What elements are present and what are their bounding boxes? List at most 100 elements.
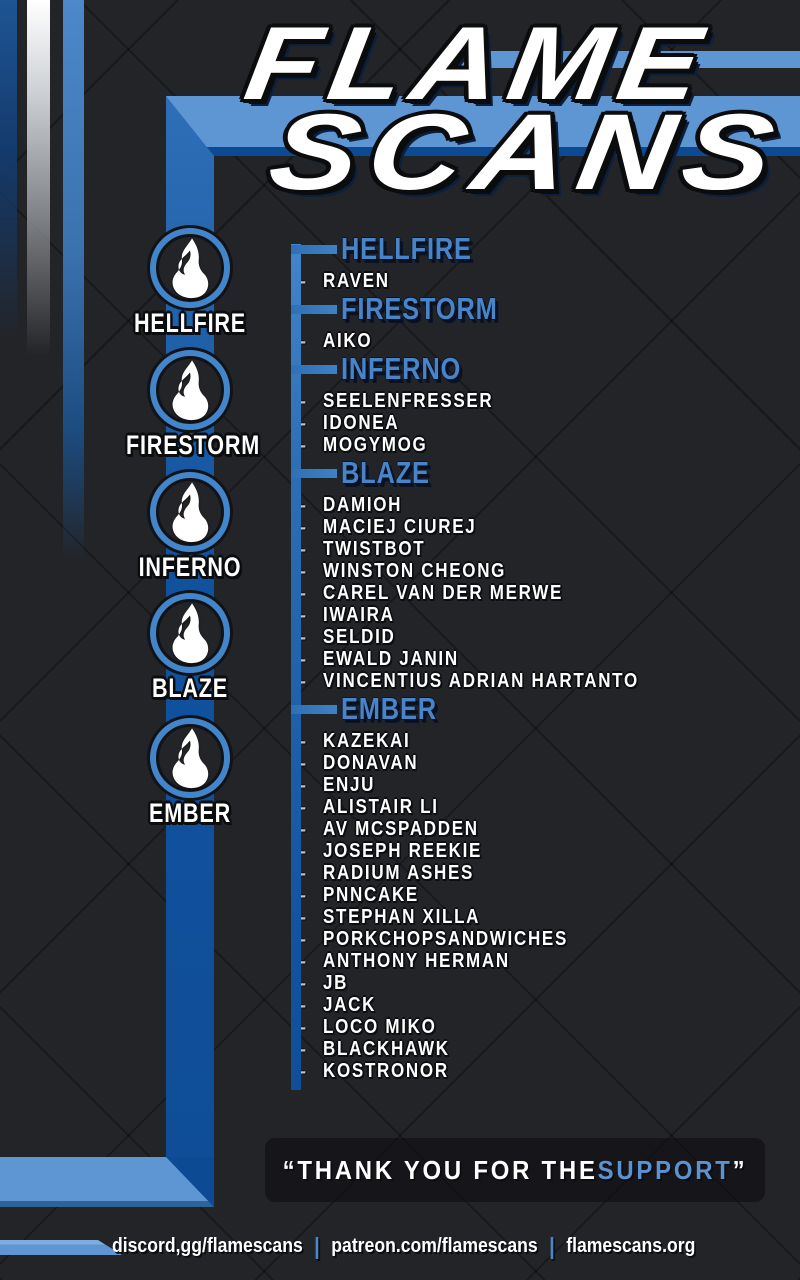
member-dash: - [300, 1038, 306, 1059]
thanks-panel [265, 1138, 765, 1202]
footer-link-1: patreon.com/flamescans [331, 1234, 538, 1257]
section-header-ember: EMBER [291, 692, 731, 730]
member-name: SELDID [323, 625, 396, 648]
member-row: - BLACKHAWK [291, 1038, 731, 1060]
member-name: WINSTON CHEONG [323, 559, 507, 582]
edge-stripe-white [27, 0, 50, 355]
member-row: - SEELENFRESSER [291, 390, 731, 412]
member-row: - IWAIRA [291, 604, 731, 626]
member-row: - MOGYMOG [291, 434, 731, 456]
member-dash: - [300, 994, 306, 1015]
section-header-hellfire: HELLFIRE [291, 232, 731, 270]
section-title: EMBER [341, 691, 437, 726]
member-name: ENJU [323, 773, 376, 796]
member-row: - PNNCAKE [291, 884, 731, 906]
footer-separator: | [314, 1232, 320, 1259]
member-name: JACK [323, 993, 377, 1016]
flame-icon [172, 728, 209, 789]
member-row: - IDONEA [291, 412, 731, 434]
member-dash: - [300, 730, 306, 751]
member-name: CAREL VAN DER MERWE [323, 581, 564, 604]
member-name: JB [323, 971, 349, 994]
member-row: - VINCENTIUS ADRIAN HARTANTO [291, 670, 731, 692]
flame-icon [172, 482, 209, 543]
member-name: KOSTRONOR [323, 1059, 449, 1082]
section-title: FIRESTORM [341, 291, 498, 326]
member-name: ANTHONY HERMAN [323, 949, 510, 972]
footer-links: discord,gg/flamescans | patreon.com/flames… [112, 1231, 695, 1261]
member-name: EWALD JANIN [323, 647, 459, 670]
member-name: AIKO [323, 329, 373, 352]
tier-circle [150, 718, 230, 798]
member-name: LOCO MIKO [323, 1015, 437, 1038]
tier-circle [150, 472, 230, 552]
tier-badge-firestorm: FIRESTORM [110, 350, 270, 459]
member-name: DONAVAN [323, 751, 419, 774]
member-dash: - [300, 560, 306, 581]
credits-roster: HELLFIRE - RAVEN FIRESTORM - AIKO INFERNO - SEEL… [291, 232, 731, 1090]
section-header-inferno: INFERNO [291, 352, 731, 390]
member-dash: - [300, 412, 306, 433]
member-name: TWISTBOT [323, 537, 426, 560]
tier-badge-inferno: INFERNO [110, 472, 270, 581]
member-dash: - [300, 752, 306, 773]
member-row: - JB [291, 972, 731, 994]
member-name: ALISTAIR LI [323, 795, 439, 818]
member-row: - STEPHAN XILLA [291, 906, 731, 928]
member-dash: - [300, 1060, 306, 1081]
member-name: BLACKHAWK [323, 1037, 450, 1060]
member-row: - LOCO MIKO [291, 1016, 731, 1038]
member-dash: - [300, 434, 306, 455]
section-title: HELLFIRE [341, 231, 472, 266]
member-row: - JOSEPH REEKIE [291, 840, 731, 862]
tier-label: HELLFIRE [134, 308, 246, 338]
member-row: - KAZEKAI [291, 730, 731, 752]
member-row: - ENJU [291, 774, 731, 796]
thanks-prefix: “THANK YOU FOR THE [282, 1154, 598, 1185]
member-row: - ANTHONY HERMAN [291, 950, 731, 972]
edge-stripe-navy [0, 0, 17, 340]
section-tick [291, 365, 337, 374]
member-row: - DAMIOH [291, 494, 731, 516]
tier-label: BLAZE [152, 673, 228, 703]
member-row: - CAREL VAN DER MERWE [291, 582, 731, 604]
tier-badge-ember: EMBER [110, 718, 270, 827]
member-name: RADIUM ASHES [323, 861, 475, 884]
member-dash: - [300, 950, 306, 971]
roster-stem-line [291, 244, 301, 1090]
member-dash: - [300, 538, 306, 559]
member-name: PORKCHOPSANDWICHES [323, 927, 569, 950]
member-dash: - [300, 796, 306, 817]
thanks-message: “THANK YOU FOR THE SUPPORT” [257, 1138, 772, 1202]
member-dash: - [300, 648, 306, 669]
member-name: MACIEJ CIUREJ [323, 515, 477, 538]
section-header-blaze: BLAZE [291, 456, 731, 494]
title-band [214, 96, 800, 156]
footer-accent-stripe [0, 1240, 122, 1255]
section-title: BLAZE [341, 455, 430, 490]
member-dash: - [300, 774, 306, 795]
member-dash: - [300, 862, 306, 883]
member-dash: - [300, 884, 306, 905]
member-row: - DONAVAN [291, 752, 731, 774]
member-dash: - [300, 818, 306, 839]
thanks-suffix: ” [732, 1154, 748, 1185]
member-row: - EWALD JANIN [291, 648, 731, 670]
member-dash: - [300, 390, 306, 411]
footer-separator: | [549, 1232, 555, 1259]
tier-circle [150, 593, 230, 673]
member-dash: - [300, 670, 306, 691]
footer-link-0: discord,gg/flamescans [112, 1234, 303, 1257]
member-name: IDONEA [323, 411, 400, 434]
tier-label: EMBER [148, 798, 231, 828]
tier-badge-hellfire: HELLFIRE [110, 228, 270, 337]
member-row: - KOSTRONOR [291, 1060, 731, 1082]
section-title: INFERNO [341, 351, 462, 386]
member-dash: - [300, 604, 306, 625]
member-row: - AV MCSPADDEN [291, 818, 731, 840]
flame-icon [172, 360, 209, 421]
member-dash: - [300, 270, 306, 291]
member-row: - MACIEJ CIUREJ [291, 516, 731, 538]
member-name: SEELENFRESSER [323, 389, 494, 412]
